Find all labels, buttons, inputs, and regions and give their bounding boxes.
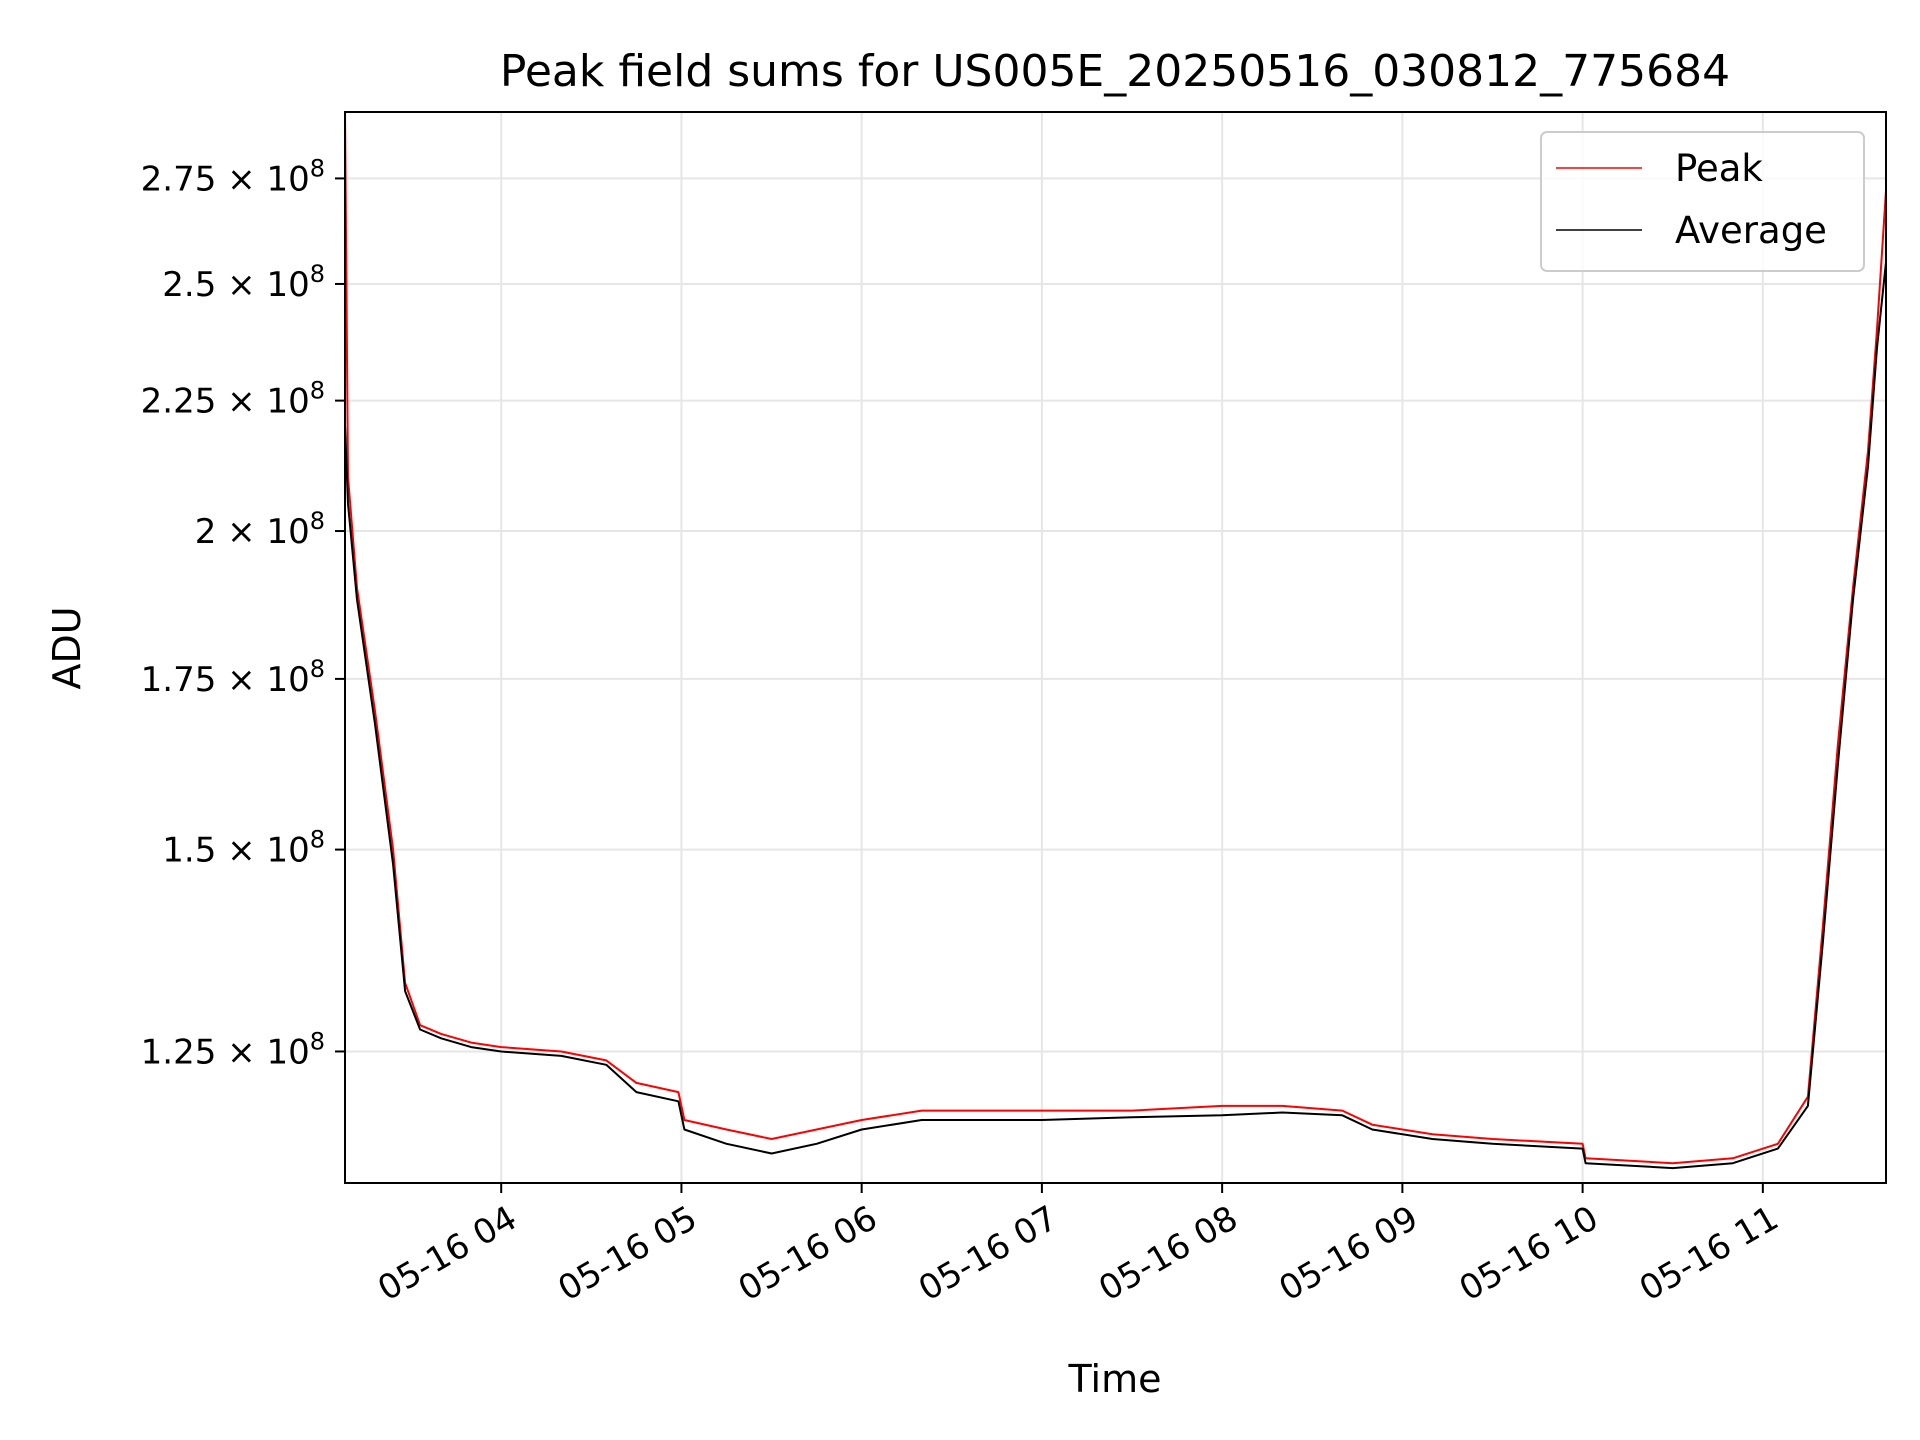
plot-frame [344, 111, 1887, 1184]
series-line-peak [345, 112, 1886, 1165]
y-tick-label: 1.75 × 108 [141, 655, 325, 700]
y-tick-label: 1.5 × 108 [162, 826, 325, 871]
legend: Peak Average [1540, 131, 1865, 272]
y-tick-label: 2 × 108 [195, 507, 325, 552]
series-lines [345, 112, 1886, 1170]
y-tick-label: 2.25 × 108 [141, 377, 325, 422]
y-axis-label: ADU [45, 606, 89, 689]
y-tick-label: 1.25 × 108 [141, 1027, 325, 1072]
y-tick-label: 2.75 × 108 [141, 154, 325, 199]
gridlines [345, 112, 1886, 1183]
legend-label-peak: Peak [1675, 147, 1763, 190]
series-line-average [345, 261, 1886, 1170]
chart-title: Peak field sums for US005E_20250516_0308… [500, 46, 1730, 97]
legend-frame [1540, 131, 1865, 272]
legend-label-average: Average [1675, 209, 1827, 252]
x-axis-label: Time [1068, 1357, 1162, 1401]
y-axis-ticks: 1.25 × 108 1.5 × 108 1.75 × 108 2 × 108 2.25… [141, 154, 345, 1072]
y-tick-label: 2.5 × 108 [162, 260, 325, 305]
